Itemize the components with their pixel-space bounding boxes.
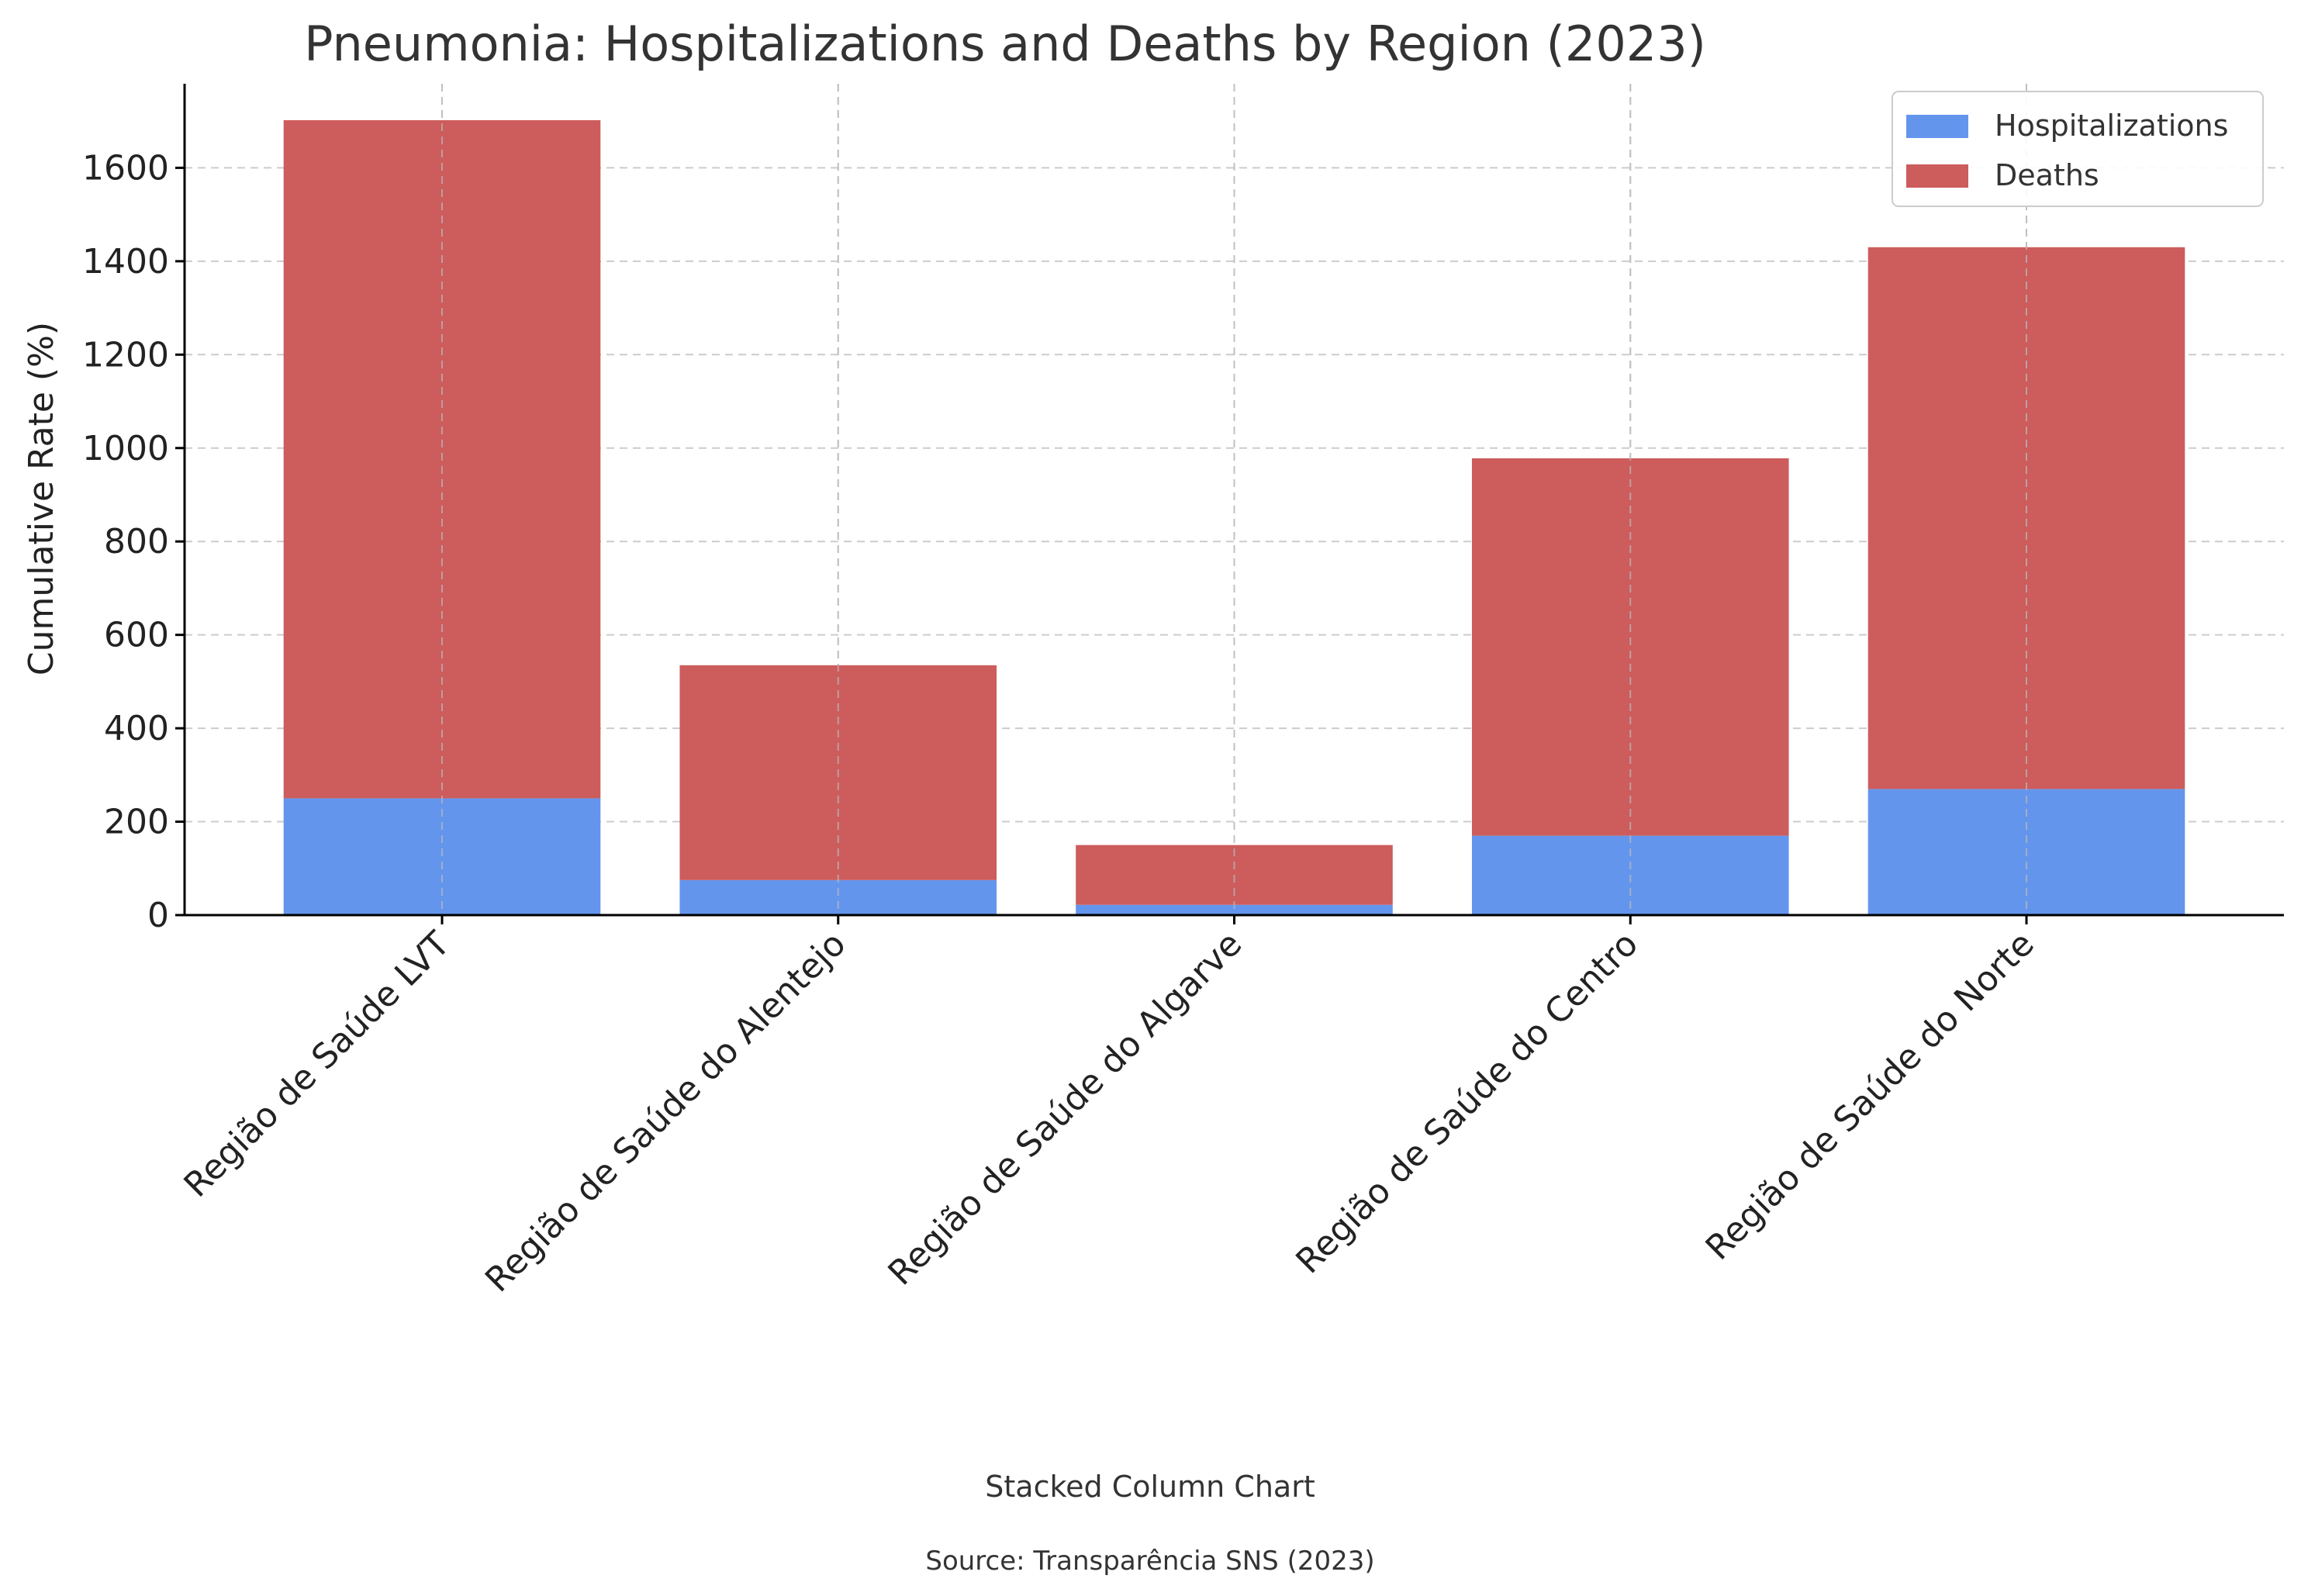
bar-deaths-regiao-de-saude-do-centro — [1471, 458, 1789, 836]
chart-source: Source: Transparência SNS (2023) — [925, 1546, 1374, 1577]
y-tick-label: 0 — [147, 896, 169, 935]
chart-title: Pneumonia: Hospitalizations and Deaths b… — [304, 16, 1706, 72]
y-tick-label: 400 — [104, 709, 169, 748]
x-gridlines-overlay — [441, 84, 2028, 915]
bars — [283, 84, 2185, 915]
legend-label-hospitalizations: Hospitalizations — [1995, 109, 2228, 143]
y-axis-label: Cumulative Rate (%) — [22, 322, 61, 675]
chart-caption: Stacked Column Chart — [985, 1470, 1315, 1504]
legend: Hospitalizations Deaths — [1892, 91, 2264, 207]
y-tick-label: 1400 — [82, 242, 169, 282]
y-tick-label: 1200 — [82, 335, 169, 375]
y-tick-label: 1000 — [82, 429, 169, 468]
y-tick-label: 1600 — [82, 148, 169, 188]
legend-swatch-hospitalizations — [1906, 115, 1968, 138]
y-tick-label: 800 — [104, 522, 169, 561]
bar-hospitalizations-regiao-de-saude-do-alentejo — [679, 879, 997, 915]
legend-label-deaths: Deaths — [1995, 158, 2099, 192]
y-ticks: 0 200 400 600 800 1000 1200 1400 1600 — [82, 148, 185, 935]
bar-hospitalizations-regiao-de-saude-do-algarve — [1076, 904, 1393, 915]
legend-swatch-deaths — [1906, 164, 1968, 188]
y-tick-label: 200 — [104, 803, 169, 842]
y-tick-label: 600 — [104, 616, 169, 655]
legend-frame — [1892, 91, 2264, 207]
